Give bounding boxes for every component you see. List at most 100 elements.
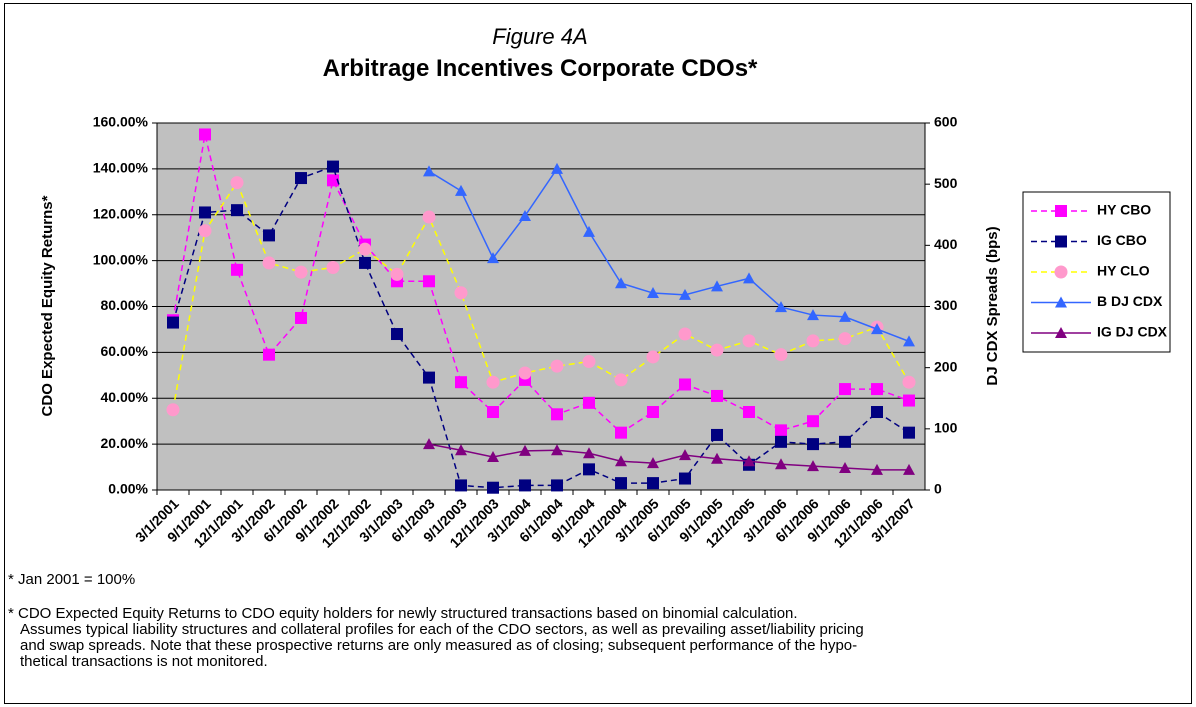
- marker: [743, 406, 755, 419]
- y2-tick-label: 300: [934, 297, 958, 313]
- marker: [231, 204, 243, 217]
- marker: [615, 455, 627, 467]
- y-axis-label: CDO Expected Equity Returns*: [39, 195, 56, 416]
- legend-label: IG CBO: [1097, 232, 1147, 248]
- marker: [455, 479, 467, 492]
- series-line: [428, 443, 909, 471]
- y2-axis-label: DJ CDX Spreads (bps): [984, 226, 1001, 385]
- marker: [839, 461, 851, 473]
- marker: [647, 406, 659, 419]
- legend-marker: [1055, 205, 1067, 217]
- marker: [775, 301, 787, 313]
- marker: [806, 334, 820, 348]
- marker: [614, 373, 628, 387]
- marker: [839, 310, 851, 322]
- y-tick-label: 60.00%: [101, 343, 149, 359]
- marker: [871, 323, 883, 335]
- note-line: thetical transactions is not monitored.: [20, 653, 268, 670]
- marker: [359, 256, 371, 269]
- marker: [807, 415, 819, 428]
- marker: [711, 280, 723, 292]
- y-tick-label: 100.00%: [93, 251, 149, 267]
- series-line: [172, 165, 910, 489]
- marker: [487, 406, 499, 419]
- footnote: * Jan 2001 = 100%: [8, 571, 135, 588]
- marker: [743, 455, 755, 467]
- legend-label: HY CBO: [1097, 202, 1151, 218]
- marker: [711, 389, 723, 402]
- marker: [551, 479, 563, 492]
- series-line: [428, 167, 910, 343]
- marker: [775, 424, 787, 437]
- marker: [551, 408, 563, 421]
- marker: [582, 355, 596, 369]
- marker: [455, 444, 467, 456]
- marker: [294, 265, 308, 279]
- marker: [807, 309, 819, 321]
- marker: [391, 328, 403, 341]
- marker: [807, 460, 819, 472]
- legend-marker: [1054, 265, 1068, 279]
- marker: [519, 444, 531, 456]
- marker: [903, 335, 915, 347]
- marker: [326, 261, 340, 275]
- marker: [710, 343, 724, 357]
- marker: [647, 477, 659, 490]
- marker: [903, 463, 915, 475]
- marker: [519, 209, 531, 221]
- y-tick-label: 20.00%: [101, 435, 149, 451]
- marker: [422, 210, 436, 224]
- y2-tick-label: 200: [934, 358, 958, 374]
- marker: [519, 479, 531, 492]
- note-line: and swap spreads. Note that these prospe…: [20, 637, 857, 654]
- marker: [518, 366, 532, 380]
- y2-tick-label: 100: [934, 420, 958, 436]
- marker: [487, 450, 499, 462]
- y-tick-label: 0.00%: [108, 481, 148, 497]
- legend-marker: [1055, 235, 1067, 248]
- marker: [198, 224, 212, 238]
- y2-tick-label: 0: [934, 481, 942, 497]
- marker: [551, 162, 563, 174]
- marker: [871, 406, 883, 419]
- marker: [583, 396, 595, 409]
- marker: [358, 242, 372, 256]
- marker: [871, 463, 883, 475]
- legend-box: [1022, 191, 1171, 353]
- marker: [903, 394, 915, 407]
- marker: [295, 311, 307, 324]
- marker: [583, 447, 595, 459]
- frame: [4, 3, 1192, 704]
- y-tick-label: 160.00%: [93, 114, 149, 130]
- marker: [838, 332, 852, 346]
- marker: [839, 383, 851, 396]
- marker: [263, 229, 275, 242]
- marker: [742, 334, 756, 348]
- marker: [167, 316, 179, 329]
- legend-marker: [1055, 296, 1067, 308]
- marker: [199, 206, 211, 219]
- marker: [679, 472, 691, 485]
- y2-tick-label: 500: [934, 175, 958, 191]
- legend-marker: [1055, 327, 1067, 338]
- marker: [902, 375, 916, 389]
- marker: [487, 252, 499, 264]
- y-tick-label: 140.00%: [93, 160, 149, 176]
- marker: [263, 348, 275, 361]
- y-tick-label: 120.00%: [93, 205, 149, 221]
- y-tick-label: 40.00%: [101, 389, 149, 405]
- marker: [743, 272, 755, 284]
- marker: [678, 327, 692, 341]
- marker: [390, 267, 404, 281]
- marker: [455, 376, 467, 389]
- marker: [903, 426, 915, 439]
- marker: [423, 275, 435, 288]
- chart-title: Arbitrage Incentives Corporate CDOs*: [323, 55, 758, 82]
- marker: [295, 172, 307, 185]
- marker: [646, 350, 660, 364]
- marker: [711, 428, 723, 441]
- marker: [615, 477, 627, 490]
- note-line: * CDO Expected Equity Returns to CDO equ…: [8, 605, 798, 622]
- marker: [615, 426, 627, 439]
